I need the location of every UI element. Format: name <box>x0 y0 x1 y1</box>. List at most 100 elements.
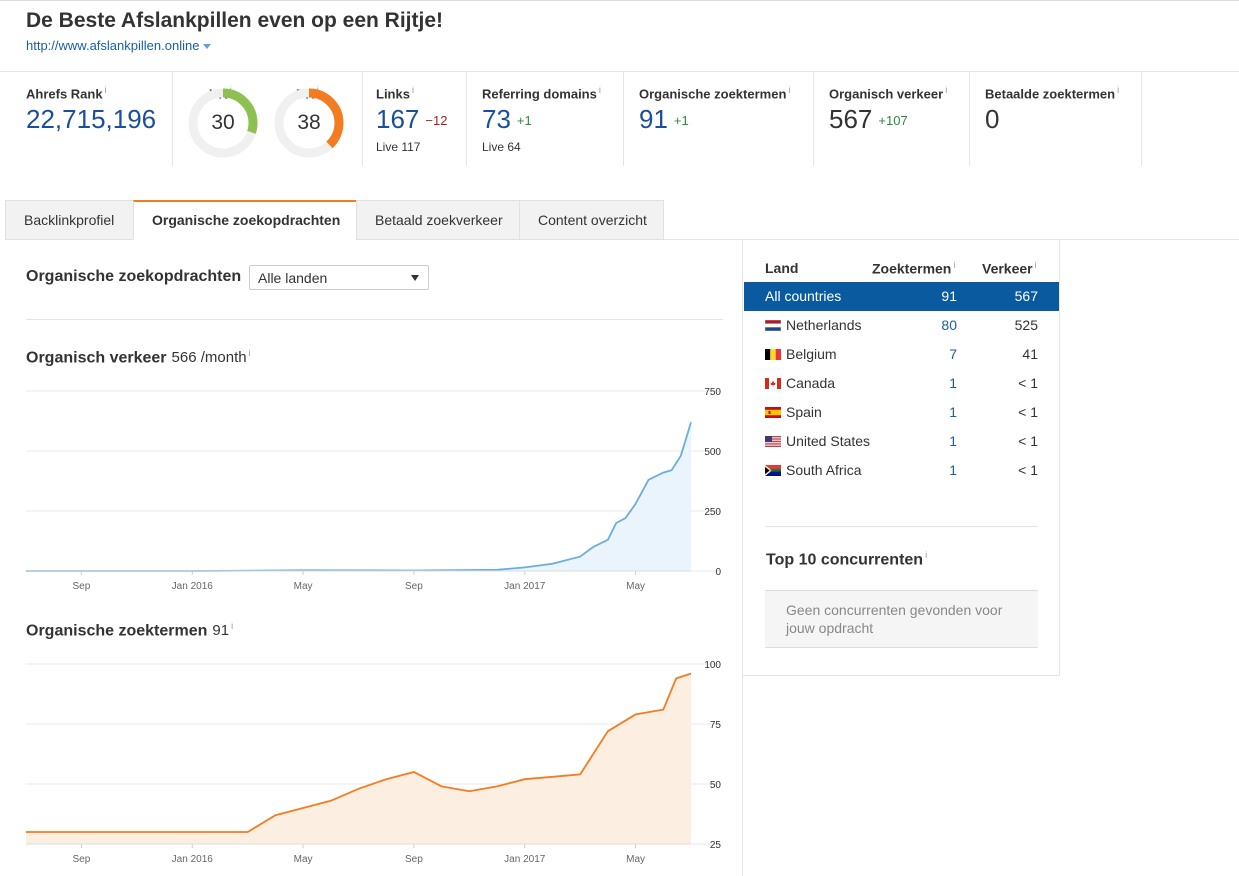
info-icon[interactable]: i <box>598 85 601 95</box>
tab-bar: Backlinkprofiel Organische zoekopdrachte… <box>5 200 1239 240</box>
country-keywords[interactable]: 1 <box>949 462 957 478</box>
referring-domains-value[interactable]: 73 <box>482 104 511 134</box>
organic-traffic-value: 567 <box>829 104 873 134</box>
info-icon[interactable]: i <box>104 85 107 95</box>
country-traffic: < 1 <box>1018 404 1038 420</box>
country-select-value[interactable]: Alle landen <box>258 270 328 286</box>
dr-value: 38 <box>297 111 321 134</box>
country-name[interactable]: Belgium <box>786 346 837 362</box>
country-traffic: 567 <box>1014 288 1038 304</box>
caret-down-icon[interactable] <box>411 275 419 281</box>
country-row-canada[interactable]: Canada 1 < 1 <box>744 369 1059 398</box>
links-value[interactable]: 167 <box>376 104 420 134</box>
belgium-flag-icon <box>765 349 781 360</box>
traffic-chart-title: Organisch verkeer 566 /month i <box>26 348 251 367</box>
organic-traffic-delta: +107 <box>878 113 908 128</box>
country-keywords[interactable]: 80 <box>941 317 957 333</box>
country-name[interactable]: South Africa <box>786 462 862 478</box>
traffic-chart-value: 566 /month <box>171 349 247 367</box>
country-name[interactable]: United States <box>786 433 871 449</box>
country-keywords[interactable]: 1 <box>949 404 957 420</box>
country-row-belgium[interactable]: Belgium 7 41 <box>744 340 1059 369</box>
x-tick-label: May <box>626 854 645 865</box>
country-row-united-states[interactable]: United States 1 < 1 <box>744 427 1059 456</box>
series-line <box>26 672 692 833</box>
keywords-chart-title-text: Organische zoektermen <box>26 622 208 640</box>
x-tick-label: May <box>294 581 313 592</box>
info-icon[interactable]: i <box>231 621 234 631</box>
header-verkeer-text[interactable]: Verkeer <box>982 260 1033 277</box>
country-traffic: 41 <box>1022 346 1038 362</box>
country-name[interactable]: Netherlands <box>786 317 862 333</box>
keywords-chart-title: Organische zoektermen 91 i <box>26 621 233 640</box>
country-select[interactable]: Alle landen <box>249 265 429 290</box>
tab-betaald-zoekverkeer[interactable]: Betaald zoekverkeer <box>356 200 520 240</box>
country-keywords[interactable]: 1 <box>949 433 957 449</box>
x-tick-label: May <box>294 854 313 865</box>
metric-organic-keywords: Organische zoektermen i 91 +1 <box>639 72 814 166</box>
metric-links: Links i 167 −12 Live 117 <box>376 72 467 166</box>
tab-content-overzicht[interactable]: Content overzicht <box>519 200 664 240</box>
x-tick-label: Jan 2017 <box>504 581 546 592</box>
united-states-flag-icon <box>765 436 781 447</box>
country-name[interactable]: Canada <box>786 375 836 391</box>
left-panel <box>5 240 743 876</box>
series-area <box>26 422 691 571</box>
country-name[interactable]: All countries <box>765 288 842 304</box>
country-table <box>743 240 1060 676</box>
info-icon[interactable]: i <box>953 260 956 270</box>
header-land[interactable]: Land <box>765 260 799 276</box>
header-zoektermen[interactable]: Zoektermen i <box>872 260 955 277</box>
country-keywords[interactable]: 1 <box>949 375 957 391</box>
country-keywords[interactable]: 91 <box>941 288 957 304</box>
country-row-spain[interactable]: Spain 1 < 1 <box>744 398 1059 427</box>
info-icon[interactable]: i <box>925 550 928 560</box>
y-tick-label: 500 <box>704 447 721 458</box>
country-traffic: 525 <box>1014 317 1038 333</box>
x-tick-label: Sep <box>73 854 91 865</box>
info-icon[interactable]: i <box>788 85 791 95</box>
dr-arc <box>274 88 344 158</box>
traffic-chart: 0 250 500 750 Sep Jan 2016 May Sep Jan 2017 May <box>26 387 721 592</box>
referring-domains-label: Referring domains <box>482 86 597 102</box>
metric-referring-domains: Referring domains i 73 +1 Live 64 <box>482 72 624 166</box>
country-row-all[interactable]: All countries 91 567 <box>744 282 1059 311</box>
header-zoektermen-text[interactable]: Zoektermen <box>872 260 952 277</box>
organic-keywords-value[interactable]: 91 <box>639 104 668 134</box>
divider <box>765 526 1038 527</box>
tab-backlinkprofiel[interactable]: Backlinkprofiel <box>5 200 134 240</box>
netherlands-flag-icon <box>765 320 781 331</box>
y-tick-label: 100 <box>704 660 721 671</box>
country-row-netherlands[interactable]: Netherlands 80 525 <box>744 311 1059 340</box>
series-line <box>26 421 692 572</box>
competitors-empty-message: Geen concurrenten gevonden voor jouw opd… <box>765 590 1038 648</box>
y-tick-label: 50 <box>710 780 722 791</box>
x-tick-label: May <box>626 581 645 592</box>
info-icon[interactable]: i <box>248 348 251 358</box>
x-tick-label: Jan 2016 <box>172 581 214 592</box>
country-name[interactable]: Spain <box>786 404 822 420</box>
country-traffic: < 1 <box>1018 375 1038 391</box>
info-icon[interactable]: i <box>1117 85 1120 95</box>
info-icon[interactable]: i <box>411 85 414 95</box>
header-verkeer[interactable]: Verkeer i <box>982 260 1037 277</box>
divider <box>26 319 723 320</box>
info-icon[interactable]: i <box>945 85 948 95</box>
info-icon[interactable]: i <box>1034 260 1037 270</box>
metric-paid-keywords: Betaalde zoektermen i 0 <box>985 72 1142 166</box>
x-tick-label: Jan 2017 <box>504 854 546 865</box>
site-url-text[interactable]: http://www.afslankpillen.online <box>26 38 200 53</box>
referring-domains-delta: +1 <box>516 113 532 128</box>
page-title: De Beste Afslankpillen even op een Rijtj… <box>26 9 444 32</box>
country-keywords[interactable]: 7 <box>949 346 957 362</box>
organic-keywords-label: Organische zoektermen <box>639 86 787 102</box>
keywords-chart: 25 50 75 100 Sep Jan 2016 May Sep Jan 2017 May <box>26 660 722 865</box>
x-tick-label: Sep <box>73 581 91 592</box>
country-row-south-africa[interactable]: South Africa 1 < 1 <box>744 456 1059 485</box>
x-tick-label: Sep <box>405 581 423 592</box>
dr-ring-icon <box>274 88 344 158</box>
site-url-dropdown[interactable]: http://www.afslankpillen.online <box>26 38 212 53</box>
tab-organische-zoekopdrachten[interactable]: Organische zoekopdrachten <box>133 200 357 240</box>
caret-down-icon[interactable] <box>203 44 212 50</box>
country-traffic: < 1 <box>1018 433 1038 449</box>
